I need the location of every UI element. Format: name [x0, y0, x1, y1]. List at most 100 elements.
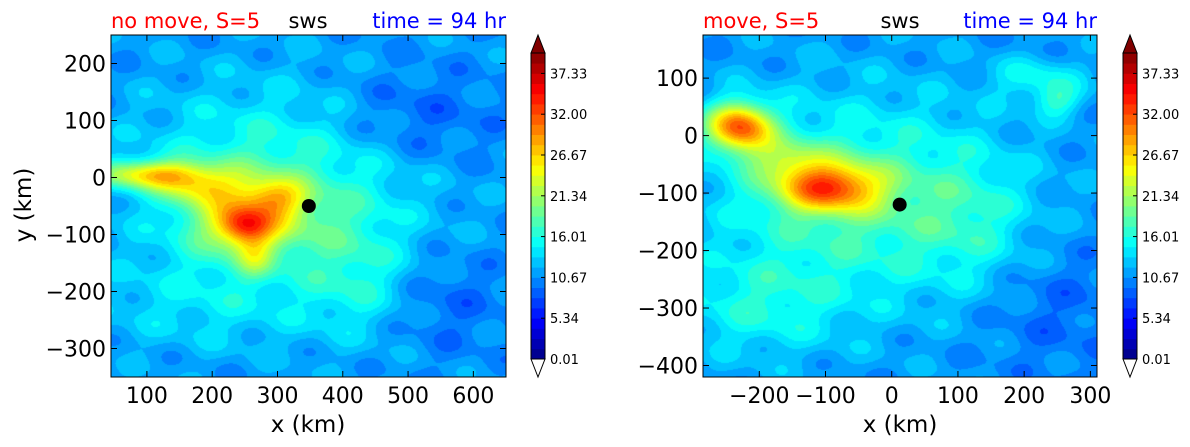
colorbar-level — [531, 144, 545, 156]
colorbar-level — [531, 236, 545, 248]
colorbar-level — [531, 155, 545, 166]
colorbar-level — [531, 318, 545, 329]
colorbar-tick-label: 16.01 — [550, 231, 587, 246]
panel2-title-center: sws — [880, 9, 919, 33]
panel-no-move: no move, S=5 sws time = 94 hr 100 200 300 4… — [11, 9, 587, 438]
panel2-title-right: time = 94 hr — [963, 9, 1097, 33]
colorbar-tick-label: 21.34 — [1142, 190, 1179, 205]
colorbar-level — [531, 338, 545, 350]
storm-center-dot — [892, 197, 907, 212]
colorbar-level — [1123, 93, 1137, 105]
colorbar-level — [531, 308, 545, 319]
colorbar-level — [1123, 144, 1137, 156]
colorbar-frame — [530, 52, 546, 360]
colorbar-extend-min-arrow — [530, 358, 546, 379]
panel1-x-label: x (km) — [271, 412, 346, 438]
panel1-y-ticks: 200 100 0 −100 −200 −300 — [46, 53, 506, 363]
colorbar-level — [531, 63, 545, 74]
colorbar-level — [1123, 267, 1137, 278]
colorbar-level — [1123, 53, 1137, 64]
colorbar-level — [531, 124, 545, 135]
y-tick-label: −400 — [638, 355, 698, 380]
y-tick-label: −200 — [638, 240, 698, 265]
colorbar-level — [1123, 124, 1137, 135]
colorbar-level — [531, 206, 545, 217]
panel1-axes-frame — [110, 34, 507, 378]
colorbar-level — [1123, 297, 1137, 309]
y-tick-label: 0 — [684, 125, 698, 150]
colorbar-level — [531, 165, 545, 176]
x-tick-label: 600 — [452, 384, 494, 409]
colorbar-level — [1123, 206, 1137, 217]
colorbar-level — [531, 114, 545, 125]
colorbar-extend-max-arrow — [530, 33, 546, 54]
colorbar-level — [531, 348, 545, 360]
colorbar-level — [531, 267, 545, 278]
x-tick-label: −200 — [729, 384, 789, 409]
colorbar-level — [1123, 236, 1137, 248]
panel2-storm-center-marker — [892, 197, 907, 212]
colorbar-level — [531, 134, 545, 146]
colorbar-tick-label: 32.00 — [550, 108, 587, 123]
y-tick-label: 200 — [64, 53, 106, 78]
colorbar-level — [1123, 226, 1137, 237]
panel2-title-left: move, S=5 — [703, 9, 819, 33]
panel1-title-left: no move, S=5 — [111, 9, 260, 33]
x-tick-label: 100 — [126, 384, 168, 409]
colorbar-tick-label: 26.67 — [1142, 149, 1179, 164]
colorbar-level — [1123, 216, 1137, 227]
colorbar-level — [1123, 175, 1137, 186]
panel2-y-ticks: 100 0 −100 −200 −300 −400 — [638, 67, 1097, 380]
panel1-storm-center-marker — [301, 199, 316, 213]
panel1-y-label: y (km) — [11, 168, 37, 243]
colorbar-level — [531, 53, 545, 64]
colorbar-level — [1123, 195, 1137, 207]
panel2-x-ticks: −200 −100 0 100 200 300 — [729, 35, 1111, 409]
colorbar-tick-label: 37.33 — [1142, 67, 1179, 82]
y-tick-label: −100 — [638, 182, 698, 207]
colorbar-level — [1123, 308, 1137, 319]
colorbar-level — [1123, 287, 1137, 299]
panel1-title-center: sws — [288, 9, 327, 33]
colorbar-level — [531, 328, 545, 339]
colorbar-level — [531, 246, 545, 258]
x-tick-label: 0 — [885, 384, 899, 409]
colorbar-level — [531, 216, 545, 227]
colorbar-tick-label: 10.67 — [1142, 271, 1179, 286]
colorbar-level — [531, 287, 545, 299]
colorbar-tick-label: 5.34 — [1142, 312, 1171, 327]
colorbar-level — [1123, 134, 1137, 146]
colorbar-level — [1123, 257, 1137, 268]
colorbar-tick-label: 16.01 — [1142, 231, 1179, 246]
colorbar-level — [531, 277, 545, 288]
colorbar-level — [1123, 246, 1137, 258]
colorbar-tick-label: 5.34 — [550, 312, 579, 327]
panel2-axes-frame — [702, 34, 1098, 378]
colorbar-tick-label: 32.00 — [1142, 108, 1179, 123]
y-tick-label: −200 — [46, 281, 106, 306]
y-tick-label: −100 — [46, 224, 106, 249]
colorbar-level — [531, 83, 545, 95]
colorbar-level — [1123, 185, 1137, 197]
x-tick-label: 300 — [256, 384, 298, 409]
y-tick-label: 100 — [64, 110, 106, 135]
colorbar-level — [1123, 165, 1137, 176]
x-tick-label: 100 — [937, 384, 979, 409]
colorbar-tick-label: 37.33 — [550, 67, 587, 82]
panel1-colorbar: 0.01 5.34 10.67 16.01 21.34 26.67 32.00 37.33 — [530, 33, 587, 379]
x-tick-label: 200 — [1003, 384, 1045, 409]
storm-center-dot — [301, 199, 316, 213]
x-tick-label: 400 — [322, 384, 364, 409]
colorbar-tick-label: 10.67 — [550, 271, 587, 286]
colorbar-level — [531, 104, 545, 115]
y-tick-label: 0 — [92, 167, 106, 192]
colorbar-tick-label: 0.01 — [550, 353, 579, 368]
panel1-title-right: time = 94 hr — [372, 9, 506, 33]
panel2-x-label: x (km) — [863, 412, 938, 438]
colorbar-level — [531, 195, 545, 207]
colorbar-level — [1123, 348, 1137, 360]
panel1-x-ticks: 100 200 300 400 500 600 — [126, 35, 494, 409]
colorbar-level — [531, 175, 545, 186]
colorbar-level — [531, 185, 545, 197]
